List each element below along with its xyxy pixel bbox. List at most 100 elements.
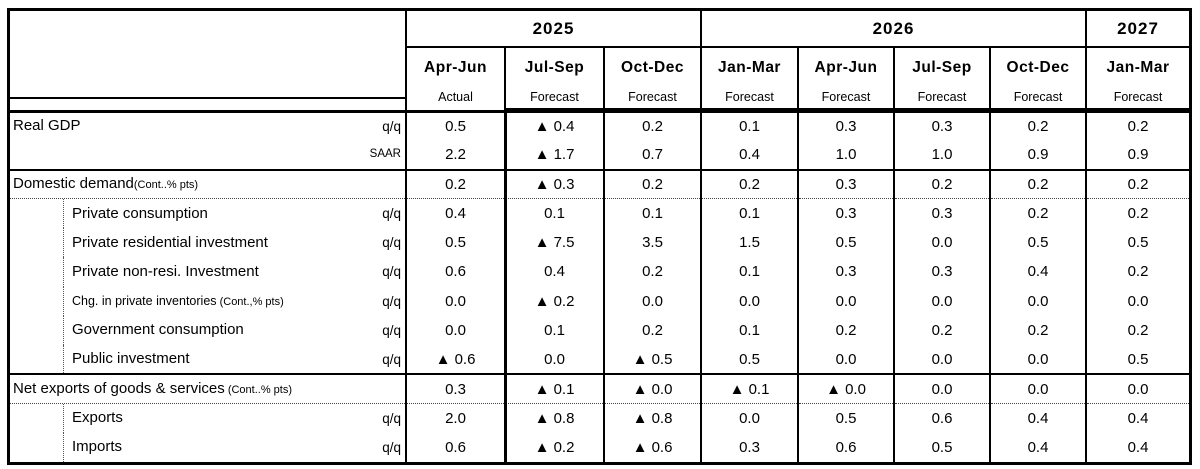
year-header-row: 2025 2026 2027 [10,11,1190,113]
value-cell: 0.2 [603,169,701,200]
value-cell: 0.3 [797,198,894,228]
year-2026-header: 2026 [699,11,1087,48]
value-cell: 0.2 [603,315,701,345]
value-cell: 0.1 [700,257,798,287]
quarter-header: Jul-Sep [893,47,990,87]
value-cell: 0.0 [797,345,894,376]
row-label: Exports [72,409,123,427]
value-cell: 0.0 [797,286,894,316]
value-cell: 0.6 [797,432,894,462]
value-cell: 0.2 [988,111,1087,141]
row-label: Private non-resi. Investment [72,262,259,280]
value-cell: 2.2 [405,140,505,171]
status-header: Forecast [700,87,798,113]
value-cell: 0.9 [1085,140,1190,171]
value-cell: ▲ 0.2 [504,432,604,462]
value-cell: 0.0 [1085,374,1190,405]
value-cell: 0.9 [988,140,1087,171]
row-label-cell: Private residential investment q/q [10,228,406,258]
value-cell: 0.4 [504,257,604,287]
value-cell: 0.3 [893,257,990,287]
value-cell: 0.0 [700,286,798,316]
table-row: Domestic demand(Cont..% pts) 0.2 ▲ 0.3 0… [10,169,1190,200]
value-cell: 0.4 [1085,432,1190,462]
value-cell: 0.2 [1085,198,1190,228]
value-cell: ▲ 0.1 [504,374,604,405]
row-unit: q/q [382,206,401,222]
table-row: Private consumption q/q 0.4 0.1 0.1 0.1 … [10,198,1190,228]
value-cell: 0.5 [1085,345,1190,376]
quarter-header: Jan-Mar [1085,47,1190,87]
status-header: Forecast [1085,87,1190,113]
table-header: 2025 2026 2027 Apr-Jun Jul-Sep Oct-Dec J… [10,11,1190,113]
value-cell: ▲ 1.7 [504,140,604,171]
status-header: Forecast [797,87,894,113]
value-cell: 0.3 [797,169,894,200]
value-cell: 0.1 [700,315,798,345]
row-unit: q/q [382,264,401,280]
row-label-cell: Private non-resi. Investment q/q [10,257,406,287]
value-cell: 0.3 [893,198,990,228]
row-label: Private residential investment [72,233,268,251]
value-cell: ▲ 0.5 [603,345,701,376]
row-label: Public investment [72,350,190,368]
value-cell: 0.2 [1085,169,1190,200]
status-header: Forecast [504,87,604,113]
status-header: Actual [405,87,505,113]
row-label-cell: Domestic demand(Cont..% pts) [10,169,406,200]
value-cell: 0.3 [700,432,798,462]
value-cell: 0.0 [893,345,990,376]
row-label: Real GDP [13,117,81,135]
value-cell: 0.0 [893,286,990,316]
row-label-cell: Imports q/q [10,432,406,462]
row-unit: q/q [382,410,401,426]
status-header: Forecast [603,87,701,113]
row-unit: q/q [382,322,401,338]
value-cell: 0.1 [603,198,701,228]
row-label-cell: Real GDP q/q [10,111,406,140]
value-cell: 1.5 [700,228,798,258]
table-row: Exports q/q 2.0 ▲ 0.8 ▲ 0.8 0.0 0.5 0.6 … [10,403,1190,433]
table-row: Imports q/q 0.6 ▲ 0.2 ▲ 0.6 0.3 0.6 0.5 … [10,432,1190,462]
value-cell: ▲ 0.8 [603,403,701,433]
row-unit: SAAR [369,148,401,161]
forecast-table: 2025 2026 2027 Apr-Jun Jul-Sep Oct-Dec J… [7,8,1192,465]
value-cell: 0.2 [988,315,1087,345]
quarter-header: Oct-Dec [988,47,1087,87]
row-label: Chg. in private inventories (Cont.,% pts… [72,294,284,309]
table-row: SAAR 2.2 ▲ 1.7 0.7 0.4 1.0 1.0 0.9 0.9 [10,140,1190,171]
value-cell: 0.5 [1085,228,1190,258]
value-cell: 0.2 [603,257,701,287]
value-cell: 1.0 [893,140,990,171]
row-label-cell: Private consumption q/q [10,199,406,228]
row-label-cell: Exports q/q [10,404,406,433]
row-unit: q/q [382,235,401,251]
value-cell: 0.1 [504,315,604,345]
quarter-header: Jan-Mar [700,47,798,87]
quarter-header: Apr-Jun [405,47,505,87]
row-label: Government consumption [72,321,244,339]
value-cell: 0.2 [797,315,894,345]
table-body: Real GDP q/q 0.5 ▲ 0.4 0.2 0.1 0.3 0.3 0… [10,111,1190,462]
value-cell: ▲ 0.6 [603,432,701,462]
year-2027-header: 2027 [1085,11,1190,48]
value-cell: 0.5 [405,228,505,258]
value-cell: 0.5 [405,111,505,141]
table-row: Private non-resi. Investment q/q 0.6 0.4… [10,257,1190,287]
row-unit: q/q [382,118,401,134]
status-header: Forecast [988,87,1087,113]
value-cell: ▲ 0.3 [504,169,604,200]
value-cell: ▲ 7.5 [504,228,604,258]
value-cell: 0.2 [1085,111,1190,141]
value-cell: 0.2 [893,169,990,200]
value-cell: 0.5 [700,345,798,376]
value-cell: 0.2 [893,315,990,345]
row-unit: q/q [382,293,401,309]
value-cell: 0.0 [1085,286,1190,316]
value-cell: 0.0 [405,315,505,345]
table-row: Private residential investment q/q 0.5 ▲… [10,228,1190,258]
value-cell: 0.5 [797,403,894,433]
value-cell: 0.5 [988,228,1087,258]
value-cell: ▲ 0.0 [603,374,701,405]
